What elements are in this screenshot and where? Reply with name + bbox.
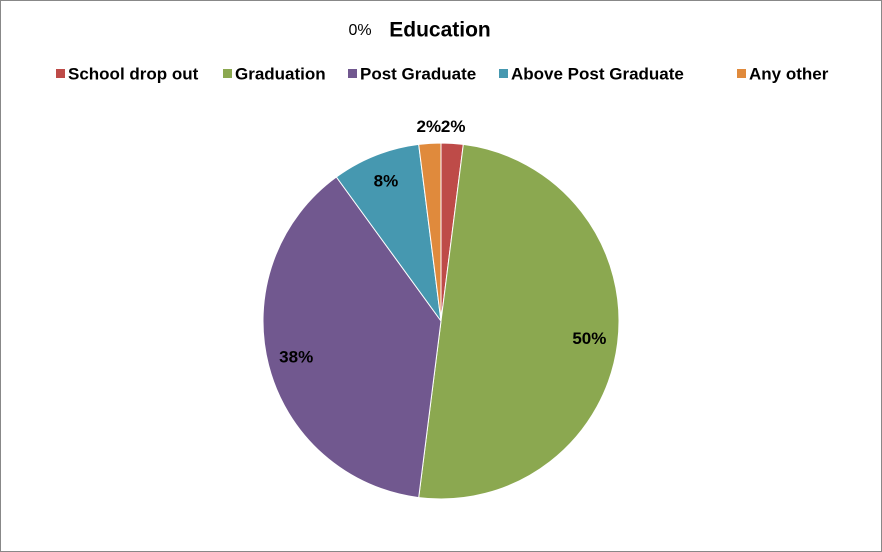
legend-label: Post Graduate <box>360 64 476 83</box>
pie-slice <box>418 142 442 322</box>
legend-swatch <box>499 69 508 78</box>
data-label: 8% <box>374 171 399 190</box>
data-label: 2% <box>441 117 466 136</box>
annotation: 0% <box>348 22 371 39</box>
pie-slice <box>262 176 442 499</box>
pie-slice <box>418 143 620 500</box>
legend-label: Above Post Graduate <box>511 64 684 83</box>
data-label: 2% <box>417 117 442 136</box>
chart-title: Education <box>389 19 491 42</box>
legend-label: Any other <box>749 64 829 83</box>
legend-label: Graduation <box>235 64 326 83</box>
legend-swatch <box>737 69 746 78</box>
legend-swatch <box>56 69 65 78</box>
data-label: 50% <box>572 329 606 348</box>
pie-slice <box>335 143 442 322</box>
data-label: 38% <box>279 348 313 367</box>
legend-swatch <box>348 69 357 78</box>
legend-swatch <box>223 69 232 78</box>
legend-label: School drop out <box>68 64 199 83</box>
